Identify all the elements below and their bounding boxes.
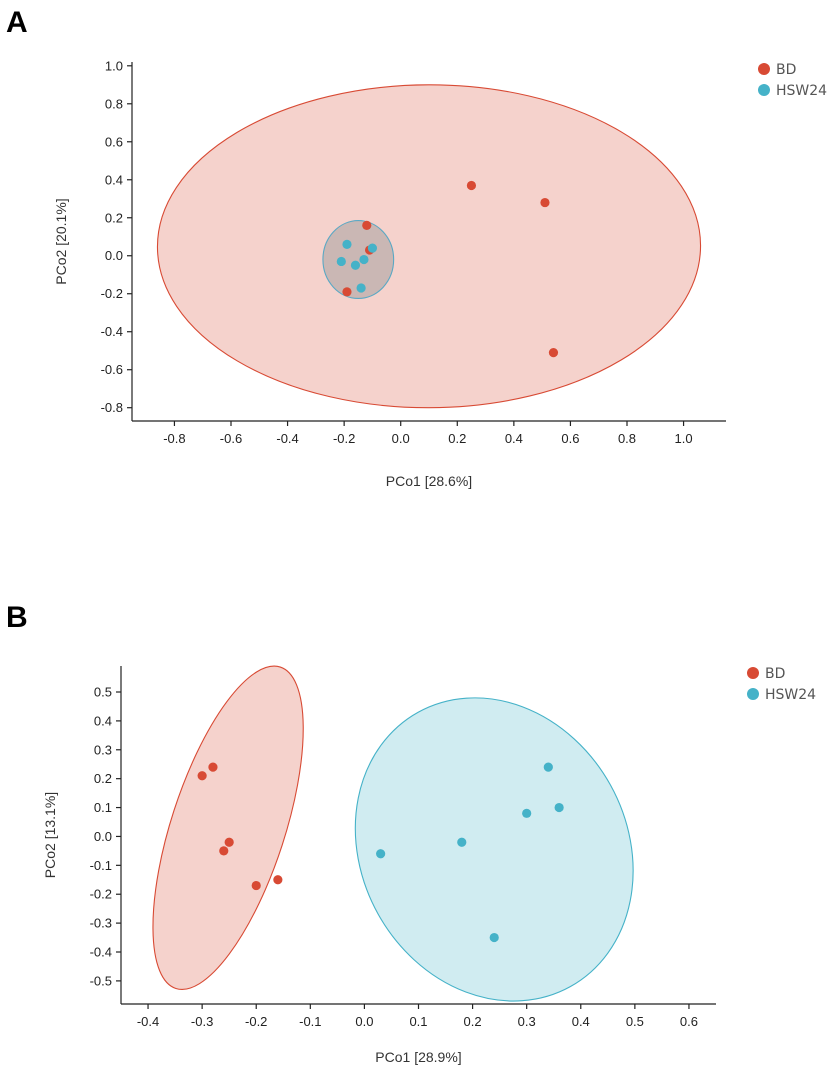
panel-a-y-tick-label: -0.6 (101, 362, 123, 377)
panel-a-x-tick-label: 0.2 (448, 431, 466, 446)
panel-a-point-bd (342, 287, 352, 297)
panel-b-x-tick-label: 0.2 (464, 1014, 482, 1029)
panel-b-y-tick-label: -0.1 (90, 858, 112, 873)
panel-b-point-bd (197, 771, 207, 781)
panel-a-x-tick-label: 0.0 (392, 431, 410, 446)
panel-a-x-tick-label: 0.4 (505, 431, 523, 446)
panel-b-point-bd (251, 880, 261, 891)
panel-a-legend-marker-hsw24 (758, 84, 770, 96)
panel-b-point-bd (208, 762, 218, 772)
panel-b-y-tick-label: 0.4 (94, 713, 112, 728)
panel-a-ellipse-bd (156, 84, 702, 409)
panel-a-x-axis-label: PCo1 [28.6%] (386, 473, 472, 489)
panel-a-y-tick-label: 0.8 (105, 96, 123, 111)
panel-a-point-hsw24 (336, 256, 346, 267)
panel-b-x-axis-label: PCo1 [28.9%] (375, 1049, 461, 1065)
panel-b-y-tick-label: -0.4 (90, 945, 112, 960)
panel-a-y-tick-label: 0.0 (105, 248, 123, 263)
panel-a-legend-marker-bd (758, 63, 770, 75)
panel-b-y-tick-label: 0.2 (94, 771, 112, 786)
panel-b-chart: -0.4 -0.3 -0.2 -0.1 0.0 0.1 0.2 0.3 0.4 0.5 0.6 -0.… (42, 665, 816, 1065)
panel-b-y-axis-label: PCo2 [13.1%] (42, 792, 58, 878)
panel-a-x-tick-label: 1.0 (675, 431, 693, 446)
panel-a-y-tick-label: -0.4 (101, 324, 123, 339)
panel-a-point-hsw24 (359, 254, 369, 265)
panel-b-y-tick-label: 0.1 (94, 800, 112, 815)
panel-b-point-bd (273, 875, 283, 885)
panel-a-point-bd (466, 180, 477, 191)
panel-b-y-tick-label: -0.2 (90, 887, 112, 902)
panel-a-y-tick-label: 0.2 (105, 210, 123, 225)
panel-b-y-tick-label: 0.3 (94, 742, 112, 757)
panel-b-x-tick-label: -0.4 (137, 1014, 159, 1029)
panel-b-y-tick-label: 0.5 (94, 685, 112, 700)
panel-a-label: A (6, 6, 28, 39)
panel-b-x-tick-label: -0.1 (299, 1014, 321, 1029)
panel-a-point-bd (540, 197, 550, 208)
panel-b-point-hsw24 (457, 837, 467, 847)
panel-a-ellipse-hsw24 (322, 220, 395, 300)
panel-a-y-tick-label: 0.4 (105, 172, 123, 187)
panel-a-x-tick-label: -0.2 (333, 431, 355, 446)
panel-b-x-tick-label: 0.4 (572, 1014, 590, 1029)
panel-a-chart: -0.8 -0.6 -0.4 -0.2 0.0 0.2 0.4 0.6 0.8 1.0 -0.8 -0… (53, 58, 827, 489)
panel-b-y-tick-label: 0.0 (94, 829, 112, 844)
panel-b-x-tick-label: -0.2 (245, 1014, 267, 1029)
panel-b-label: B (6, 601, 28, 634)
panel-b-x-tick-label: 0.5 (626, 1014, 644, 1029)
panel-a-point-bd (362, 220, 372, 230)
panel-b-point-hsw24 (543, 762, 553, 772)
panel-a-y-tick-label: 0.6 (105, 134, 123, 149)
panel-b-legend-label-hsw24: HSW24 (765, 687, 816, 703)
panel-a-y-tick-label: 1.0 (105, 58, 123, 73)
panel-a-point-hsw24 (356, 283, 366, 293)
panel-a-x-tick-label: -0.4 (276, 431, 298, 446)
panel-b-x-tick-label: 0.1 (409, 1014, 427, 1029)
panel-a-point-hsw24 (350, 260, 361, 270)
panel-b-point-hsw24 (489, 932, 499, 943)
panel-a-y-tick-label: -0.8 (101, 400, 123, 415)
panel-a-legend-label-hsw24: HSW24 (776, 83, 827, 99)
panel-b-point-hsw24 (376, 849, 386, 859)
panel-a-y-axis-label: PCo2 [20.1%] (53, 198, 69, 284)
panel-a-point-bd (548, 348, 559, 358)
panel-b-point-bd (219, 846, 229, 856)
panel-a-point-hsw24 (367, 243, 378, 253)
panel-b-point-bd (224, 837, 234, 847)
panel-a-x-tick-label: -0.6 (220, 431, 242, 446)
panel-b-legend-marker-hsw24 (747, 688, 759, 700)
panel-b-x-tick-label: 0.3 (518, 1014, 536, 1029)
panel-b-point-hsw24 (522, 808, 532, 818)
panel-a-legend-label-bd: BD (776, 62, 796, 78)
panel-a-x-tick-label: -0.8 (163, 431, 185, 446)
panel-b-x-tick-label: 0.0 (355, 1014, 373, 1029)
panel-b-y-tick-label: -0.5 (90, 973, 112, 988)
panel-b-legend-marker-bd (747, 667, 759, 679)
panel-b-legend-label-bd: BD (765, 666, 785, 682)
panel-b-y-tick-label: -0.3 (90, 916, 112, 931)
panel-b-x-tick-label: 0.6 (680, 1014, 698, 1029)
panel-b-x-tick-label: -0.3 (191, 1014, 213, 1029)
panel-a-x-tick-label: 0.8 (618, 431, 636, 446)
panel-b-ellipse-hsw24 (354, 697, 634, 1002)
panel-a-y-tick-label: -0.2 (101, 286, 123, 301)
panel-b-point-hsw24 (554, 802, 564, 813)
panel-a-point-hsw24 (342, 239, 352, 249)
panel-b-ellipse-bd (152, 665, 304, 991)
panel-a-x-tick-label: 0.6 (561, 431, 579, 446)
